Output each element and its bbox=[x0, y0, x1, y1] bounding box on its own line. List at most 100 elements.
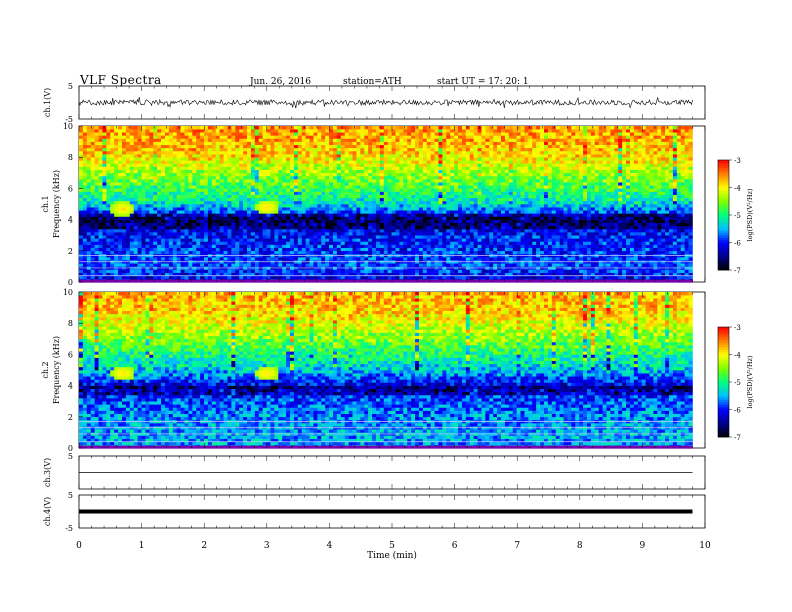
spectrogram-cell bbox=[434, 126, 439, 130]
spectrogram-cell bbox=[118, 235, 123, 239]
spectrogram-cell bbox=[219, 135, 224, 139]
spectrogram-cell bbox=[98, 210, 103, 214]
spectrogram-cell bbox=[309, 269, 314, 273]
spectrogram-cell bbox=[184, 175, 189, 180]
spectrogram-cell bbox=[454, 194, 459, 199]
spectrogram-cell bbox=[372, 191, 377, 195]
spectrogram-cell bbox=[133, 275, 138, 280]
spectrogram-cell bbox=[254, 247, 260, 252]
spectrogram-cell bbox=[379, 200, 385, 205]
spectrogram-cell bbox=[235, 166, 240, 170]
spectrogram-cell bbox=[450, 179, 455, 183]
spectrogram-cell bbox=[329, 244, 334, 248]
spectrogram-cell bbox=[110, 135, 115, 139]
spectrogram-cell bbox=[454, 225, 459, 230]
spectrogram-cell bbox=[383, 163, 388, 167]
spectrogram-cell bbox=[219, 232, 224, 236]
spectrogram-cell bbox=[157, 163, 162, 167]
spectrogram-cell bbox=[129, 216, 135, 220]
spectrogram-cell bbox=[141, 257, 146, 261]
spectrogram-cell bbox=[450, 275, 455, 280]
spectrogram-cell bbox=[282, 194, 287, 199]
spectrogram-cell bbox=[250, 150, 256, 155]
spectrogram-cell bbox=[438, 160, 443, 164]
spectrogram-cell bbox=[383, 222, 388, 227]
spectrogram-cell bbox=[379, 216, 385, 220]
spectrogram-cell bbox=[82, 238, 88, 242]
spectrogram-cell bbox=[348, 216, 353, 220]
spectrogram-cell bbox=[176, 191, 181, 195]
spectrogram-cell bbox=[301, 247, 306, 252]
spectrogram-cell bbox=[114, 232, 119, 236]
spectrogram-cell bbox=[313, 272, 318, 277]
spectrogram-cell bbox=[360, 219, 365, 224]
spectrogram-cell bbox=[86, 160, 92, 164]
spectrogram-cell bbox=[164, 132, 170, 136]
spectrogram-cell bbox=[364, 172, 369, 177]
spectrogram-cell bbox=[172, 129, 177, 133]
spectrogram-cell bbox=[125, 126, 131, 130]
spectrogram-cell bbox=[387, 132, 392, 136]
spectrogram-cell bbox=[321, 210, 326, 214]
spectrogram-cell bbox=[133, 213, 138, 217]
spectrogram-cell bbox=[204, 191, 209, 195]
spectrogram-cell bbox=[227, 263, 232, 267]
spectrogram-cell bbox=[161, 275, 166, 280]
spectrogram-cell bbox=[250, 210, 256, 214]
spectrogram-cell bbox=[188, 238, 193, 242]
spectrogram-cell bbox=[399, 241, 404, 245]
spectrogram-cell bbox=[215, 132, 220, 136]
spectrogram-cell bbox=[172, 263, 177, 267]
spectrogram-cell bbox=[118, 132, 123, 136]
spectrogram-cell bbox=[434, 154, 439, 158]
spectrogram-cell bbox=[180, 244, 185, 248]
spectrogram-cell bbox=[102, 219, 107, 224]
spectrogram-cell bbox=[145, 179, 150, 183]
spectrogram-cell bbox=[368, 235, 373, 239]
spectrogram-cell bbox=[215, 257, 220, 261]
spectrogram-cell bbox=[196, 138, 201, 142]
spectrogram-cell bbox=[368, 272, 373, 277]
spectrogram-cell bbox=[340, 225, 346, 230]
spectrogram-cell bbox=[305, 197, 310, 202]
spectrogram-cell bbox=[399, 225, 404, 230]
spectrogram-cell bbox=[207, 185, 213, 189]
spectrogram-cell bbox=[395, 269, 400, 273]
spectrogram-cell bbox=[137, 175, 142, 180]
spectrogram-cell bbox=[317, 250, 322, 255]
spectrogram-cell bbox=[309, 188, 314, 192]
spectrogram-cell bbox=[415, 157, 420, 161]
spectrogram-cell bbox=[168, 197, 174, 202]
spectrogram-cell bbox=[215, 204, 220, 208]
spectrogram-cell bbox=[204, 135, 209, 139]
spectrogram-cell bbox=[235, 263, 240, 267]
spectrogram-cell bbox=[211, 228, 217, 233]
spectrogram-cell bbox=[266, 197, 271, 202]
spectrogram-cell bbox=[426, 263, 431, 267]
spectrogram-cell bbox=[133, 244, 138, 248]
spectrogram-cell bbox=[110, 141, 115, 146]
spectrogram-cell bbox=[258, 141, 263, 146]
spectrogram-cell bbox=[133, 154, 138, 158]
spectrogram-cell bbox=[438, 238, 443, 242]
spectrogram-cell bbox=[348, 126, 353, 130]
spectrogram-cell bbox=[94, 213, 99, 217]
spectrogram-cell bbox=[129, 147, 135, 152]
spectrogram-cell bbox=[379, 247, 385, 252]
spectrogram-cell bbox=[239, 247, 244, 252]
spectrogram-cell bbox=[227, 222, 232, 227]
spectrogram-cell bbox=[418, 257, 424, 261]
spectrogram-cell bbox=[188, 150, 193, 155]
spectrogram-cell bbox=[325, 163, 330, 167]
spectrogram-cell bbox=[215, 238, 220, 242]
spectrogram-cell bbox=[352, 225, 357, 230]
spectrogram-cell bbox=[430, 219, 435, 224]
spectrogram-cell bbox=[196, 150, 201, 155]
spectrogram-cell bbox=[196, 169, 201, 174]
spectrogram-cell bbox=[426, 204, 431, 208]
spectrogram-cell bbox=[145, 250, 150, 255]
spectrogram-cell bbox=[368, 135, 373, 139]
spectrogram-cell bbox=[200, 241, 205, 245]
spectrogram-cell bbox=[465, 213, 471, 217]
spectrogram-cell bbox=[161, 225, 166, 230]
